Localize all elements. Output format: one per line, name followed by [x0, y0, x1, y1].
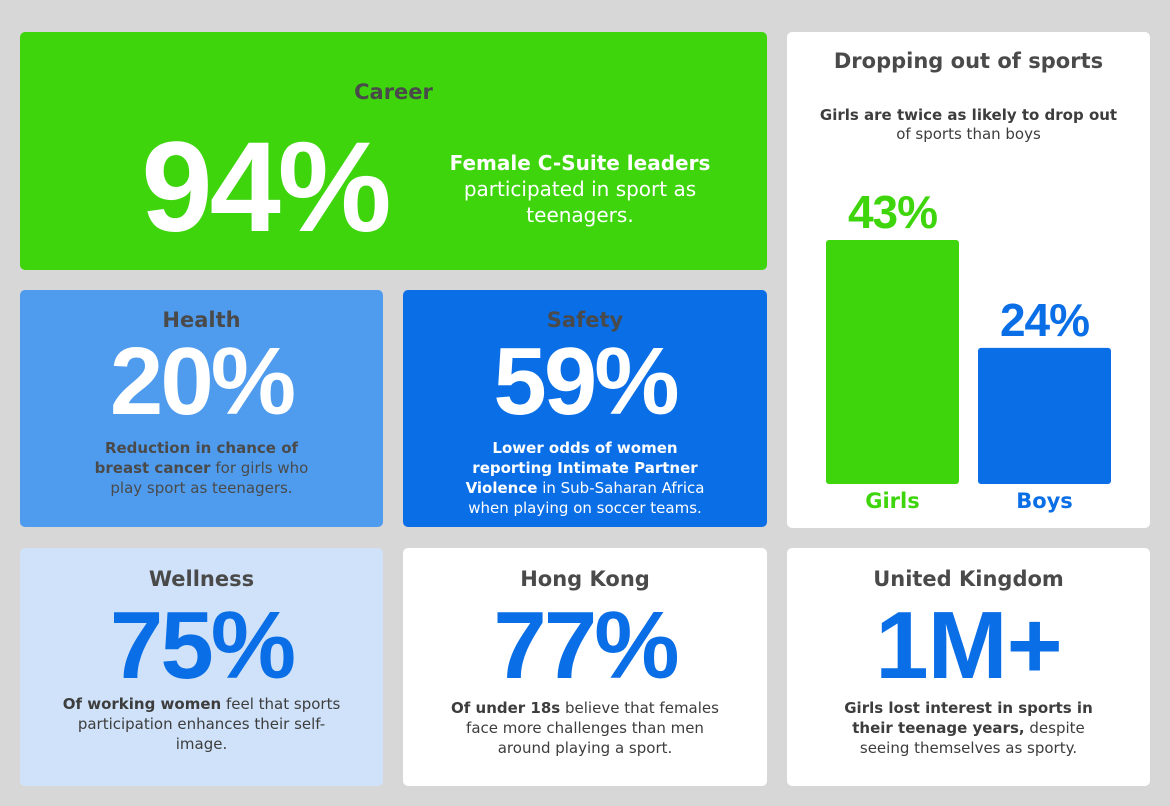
- career-title: Career: [354, 80, 433, 104]
- health-desc-bold: Reduction in chance of breast cancer: [94, 439, 299, 477]
- chart-subtitle: Girls are twice as likely to drop out of…: [787, 106, 1150, 144]
- hongkong-description: Of under 18s believe that females face m…: [403, 698, 767, 758]
- health-card: Health 20% Reduction in chance of breast…: [20, 290, 383, 527]
- career-desc-bold: Female C-Suite leaders: [449, 151, 711, 175]
- value-label-girls: 43%: [848, 186, 937, 238]
- bar-boys: [978, 347, 1111, 484]
- uk-stat: 1M+: [875, 592, 1062, 699]
- safety-card: Safety 59% Lower odds of women reporting…: [403, 290, 767, 527]
- career-card: Career 94% Female C-Suite leaders partic…: [20, 32, 767, 270]
- bar-girls: [826, 240, 959, 484]
- hongkong-desc-bold: Of under 18s: [451, 699, 561, 717]
- uk-description: Girls lost interest in sports in their t…: [787, 698, 1150, 758]
- career-desc-rest: participated in sport as teenagers.: [463, 177, 697, 227]
- uk-desc-bold: Girls lost interest in sports in their t…: [844, 699, 1093, 737]
- wellness-desc-bold: Of working women: [62, 695, 222, 713]
- wellness-stat: 75%: [109, 592, 296, 699]
- wellness-desc-rest: feel that sports participation enhances …: [77, 695, 341, 753]
- safety-desc-rest: in Sub-Saharan Africa when playing on so…: [468, 479, 705, 517]
- wellness-title: Wellness: [148, 567, 255, 591]
- category-label-girls: Girls: [865, 489, 920, 513]
- chart-subtitle-bold: Girls are twice as likely to drop out: [819, 106, 1118, 124]
- safety-stat: 59%: [493, 328, 679, 435]
- uk-card: United Kingdom 1M+ Girls lost interest i…: [787, 548, 1150, 786]
- career-description: Female C-Suite leaders participated in s…: [430, 150, 730, 228]
- health-stat: 20%: [109, 328, 296, 435]
- safety-description: Lower odds of women reporting Intimate P…: [403, 438, 767, 518]
- uk-desc-rest: despite seeing themselves as sporty.: [859, 719, 1085, 757]
- safety-title: Safety: [546, 308, 624, 332]
- safety-desc-bold: Lower odds of women reporting Intimate P…: [465, 439, 698, 497]
- dropping-out-card: Dropping out of sports Girls are twice a…: [787, 32, 1150, 528]
- hongkong-card: Hong Kong 77% Of under 18s believe that …: [403, 548, 767, 786]
- hongkong-title: Hong Kong: [520, 567, 650, 591]
- bar-chart: 43% Girls 24% Boys: [826, 186, 1111, 513]
- category-label-boys: Boys: [1016, 489, 1073, 513]
- wellness-description: Of working women feel that sports partic…: [20, 694, 383, 754]
- chart-subtitle-rest: of sports than boys: [896, 125, 1041, 143]
- uk-title: United Kingdom: [873, 567, 1064, 591]
- wellness-card: Wellness 75% Of working women feel that …: [20, 548, 383, 786]
- chart-title: Dropping out of sports: [833, 49, 1104, 73]
- hongkong-desc-rest: believe that females face more challenge…: [466, 699, 719, 757]
- hongkong-stat: 77%: [493, 592, 679, 699]
- health-title: Health: [162, 308, 241, 332]
- career-stat: 94%: [141, 116, 391, 259]
- value-label-boys: 24%: [1000, 294, 1089, 346]
- health-description: Reduction in chance of breast cancer for…: [20, 438, 383, 498]
- health-desc-rest: for girls who play sport as teenagers.: [110, 459, 309, 497]
